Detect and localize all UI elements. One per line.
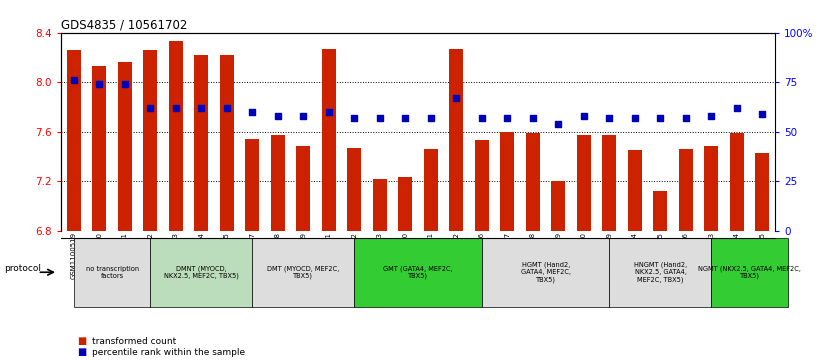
Bar xyxy=(450,49,463,231)
Point xyxy=(730,105,743,111)
Bar xyxy=(246,139,259,231)
Bar xyxy=(424,149,438,231)
Point xyxy=(322,109,335,115)
Text: HNGMT (Hand2,
NKX2.5, GATA4,
MEF2C, TBX5): HNGMT (Hand2, NKX2.5, GATA4, MEF2C, TBX5… xyxy=(634,262,687,283)
Bar xyxy=(704,146,718,231)
Text: DMNT (MYOCD,
NKX2.5, MEF2C, TBX5): DMNT (MYOCD, NKX2.5, MEF2C, TBX5) xyxy=(164,265,239,279)
Bar xyxy=(628,150,642,231)
Text: percentile rank within the sample: percentile rank within the sample xyxy=(92,348,246,356)
Point xyxy=(297,113,310,119)
Text: DMT (MYOCD, MEF2C,
TBX5): DMT (MYOCD, MEF2C, TBX5) xyxy=(268,265,339,279)
Point xyxy=(578,113,591,119)
Point xyxy=(246,109,259,115)
Point xyxy=(705,113,718,119)
Bar xyxy=(654,191,667,231)
Point xyxy=(756,111,769,117)
Bar xyxy=(194,55,208,231)
Bar xyxy=(602,135,616,231)
Bar xyxy=(730,133,744,231)
Bar xyxy=(296,146,310,231)
Text: no transcription
factors: no transcription factors xyxy=(86,266,139,279)
Point xyxy=(628,115,641,121)
Bar xyxy=(552,181,565,231)
Point xyxy=(501,115,514,121)
Bar xyxy=(500,132,514,231)
Bar xyxy=(373,179,387,231)
Bar xyxy=(271,135,285,231)
Bar xyxy=(756,152,769,231)
Point xyxy=(603,115,616,121)
Text: ■: ■ xyxy=(78,347,86,357)
Point xyxy=(526,115,539,121)
Point xyxy=(68,77,81,83)
Point xyxy=(118,81,131,87)
Point xyxy=(654,115,667,121)
Text: NGMT (NKX2.5, GATA4, MEF2C,
TBX5): NGMT (NKX2.5, GATA4, MEF2C, TBX5) xyxy=(698,265,801,279)
Bar xyxy=(220,55,234,231)
Text: GMT (GATA4, MEF2C,
TBX5): GMT (GATA4, MEF2C, TBX5) xyxy=(384,265,453,279)
Point xyxy=(220,105,233,111)
Point xyxy=(476,115,489,121)
Bar xyxy=(348,148,361,231)
Text: GDS4835 / 10561702: GDS4835 / 10561702 xyxy=(61,19,188,32)
Point xyxy=(348,115,361,121)
Text: ■: ■ xyxy=(78,336,86,346)
Point xyxy=(272,113,285,119)
Bar xyxy=(526,133,540,231)
Point xyxy=(399,115,412,121)
Point xyxy=(552,121,565,127)
Point xyxy=(374,115,387,121)
Bar xyxy=(398,178,412,231)
Point xyxy=(170,105,183,111)
Point xyxy=(144,105,157,111)
Bar xyxy=(67,50,81,231)
Point xyxy=(424,115,437,121)
Bar xyxy=(577,135,591,231)
Point xyxy=(195,105,208,111)
Point xyxy=(680,115,693,121)
Text: HGMT (Hand2,
GATA4, MEF2C,
TBX5): HGMT (Hand2, GATA4, MEF2C, TBX5) xyxy=(521,262,570,283)
Bar xyxy=(322,49,336,231)
Bar xyxy=(679,149,693,231)
Text: protocol: protocol xyxy=(4,264,41,273)
Bar xyxy=(92,66,106,231)
Bar xyxy=(118,62,132,231)
Bar xyxy=(475,140,489,231)
Bar xyxy=(144,50,157,231)
Text: transformed count: transformed count xyxy=(92,337,176,346)
Point xyxy=(93,81,106,87)
Point xyxy=(450,95,463,101)
Bar xyxy=(169,41,183,231)
